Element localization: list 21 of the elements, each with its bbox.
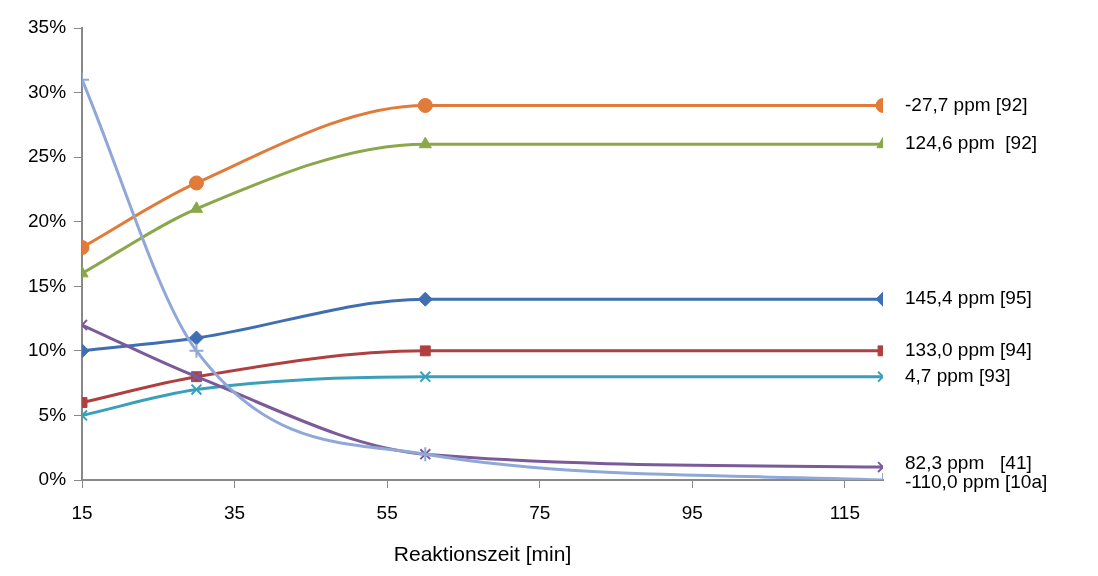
- y-tick-label: 20%: [28, 209, 67, 231]
- y-tick-label: 10%: [28, 339, 67, 361]
- y-tick-label: 30%: [28, 80, 67, 102]
- y-tick-label: 0%: [38, 468, 67, 490]
- x-tick-label: 75: [529, 501, 551, 523]
- x-axis-title: Reaktionszeit [min]: [393, 542, 572, 566]
- series-label: -27,7 ppm [92]: [905, 93, 1028, 115]
- x-tick-label: 55: [376, 501, 398, 523]
- y-tick-label: 25%: [28, 145, 67, 167]
- y-tick-label: 5%: [38, 403, 67, 425]
- x-tick-label: 95: [681, 501, 703, 523]
- y-tick-label: 35%: [28, 16, 67, 38]
- series-label: 124,6 ppm [92]: [905, 132, 1038, 154]
- x-tick-label: 35: [224, 501, 246, 523]
- series-label: 145,4 ppm [95]: [905, 287, 1032, 309]
- y-tick-label: 15%: [28, 274, 67, 296]
- series-label: 4,7 ppm [93]: [905, 364, 1011, 386]
- series-label: 82,3 ppm [41]: [905, 452, 1032, 474]
- x-tick-label: 15: [71, 501, 93, 523]
- x-tick-label: 115: [829, 501, 861, 523]
- series-label: 133,0 ppm [94]: [905, 339, 1032, 361]
